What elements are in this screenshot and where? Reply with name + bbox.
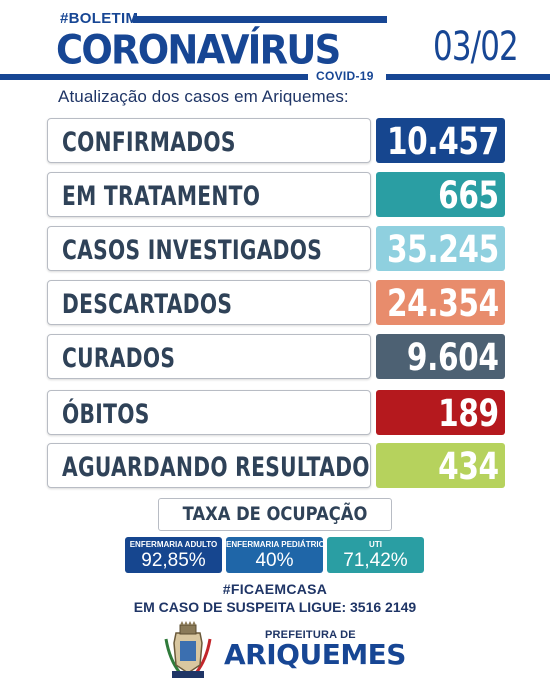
hashtag: #FICAEMCASA (222, 581, 328, 597)
header-accent-bar (133, 16, 387, 23)
stat-label-box: CONFIRMADOS (47, 118, 371, 163)
occupancy-card-uti: UTI 71,42% (327, 537, 424, 573)
stat-label: CASOS INVESTIGADOS (62, 235, 323, 266)
stat-row-aguardando-resultado: AGUARDANDO RESULTADO 434 (47, 443, 505, 488)
stat-row-descartados: DESCARTADOS 24.354 (47, 280, 505, 325)
occupancy-title: TAXA DE OCUPAÇÃO (182, 503, 368, 525)
occupancy-value: 92,85% (141, 550, 206, 571)
stat-label-box: ÓBITOS (47, 390, 371, 435)
stat-value-box: 24.354 (376, 280, 505, 325)
occupancy-label: ENFERMARIA ADULTO (129, 540, 218, 549)
stat-label: EM TRATAMENTO (62, 181, 261, 212)
city-seal-icon (164, 621, 212, 678)
stat-value-box: 189 (376, 390, 505, 435)
stat-row-em-tratamento: EM TRATAMENTO 665 (47, 172, 505, 217)
stat-value-box: 434 (376, 443, 505, 488)
stat-value: 9.604 (407, 336, 499, 379)
stat-label: AGUARDANDO RESULTADO (62, 452, 370, 483)
occupancy-value: 71,42% (343, 550, 408, 571)
stat-row-confirmados: CONFIRMADOS 10.457 (47, 118, 505, 163)
occupancy-label: UTI (369, 540, 382, 549)
stat-value: 665 (438, 174, 499, 217)
covid-label: COVID-19 (316, 69, 374, 83)
city-name: ARIQUEMES (224, 638, 406, 671)
prefeitura-label: PREFEITURA DE (265, 629, 356, 641)
bulletin-date: 03/02 (433, 24, 519, 70)
stat-label-box: CURADOS (47, 334, 371, 379)
header-divider-gap (308, 74, 386, 80)
stat-label-box: AGUARDANDO RESULTADO (47, 443, 371, 488)
stat-value: 189 (438, 392, 499, 435)
stat-value-box: 665 (376, 172, 505, 217)
stat-row-curados: CURADOS 9.604 (47, 334, 505, 379)
stat-value-box: 10.457 (376, 118, 505, 163)
stat-label: ÓBITOS (62, 399, 150, 430)
stat-value: 24.354 (387, 282, 499, 325)
stat-row-casos-investigados: CASOS INVESTIGADOS 35.245 (47, 226, 505, 271)
occupancy-card-pediatrica: ENFERMARIA PEDIÁTRICA 40% (226, 537, 331, 573)
page-subtitle: Atualização dos casos em Ariquemes: (58, 87, 349, 106)
stat-label-box: EM TRATAMENTO (47, 172, 371, 217)
stat-label-box: DESCARTADOS (47, 280, 371, 325)
phone-line: EM CASO DE SUSPEITA LIGUE: 3516 2149 (133, 599, 417, 615)
occupancy-value: 40% (255, 550, 294, 571)
stat-label-box: CASOS INVESTIGADOS (47, 226, 371, 271)
stat-label: CONFIRMADOS (62, 127, 236, 158)
stat-value-box: 35.245 (376, 226, 505, 271)
occupancy-label: ENFERMARIA PEDIÁTRICA (226, 540, 331, 549)
header-divider (0, 74, 550, 80)
occupancy-title-box: TAXA DE OCUPAÇÃO (158, 498, 392, 531)
stat-label: CURADOS (62, 343, 176, 374)
stat-value: 434 (438, 445, 499, 488)
stat-value: 10.457 (387, 120, 499, 163)
stat-value-box: 9.604 (376, 334, 505, 379)
stat-label: DESCARTADOS (62, 289, 233, 320)
page-title: CORONAVÍRUS (56, 27, 341, 74)
stat-row-obitos: ÓBITOS 189 (47, 390, 505, 435)
boletim-tag: #BOLETIM (60, 10, 139, 27)
occupancy-card-adulto: ENFERMARIA ADULTO 92,85% (125, 537, 222, 573)
stat-value: 35.245 (387, 228, 499, 271)
